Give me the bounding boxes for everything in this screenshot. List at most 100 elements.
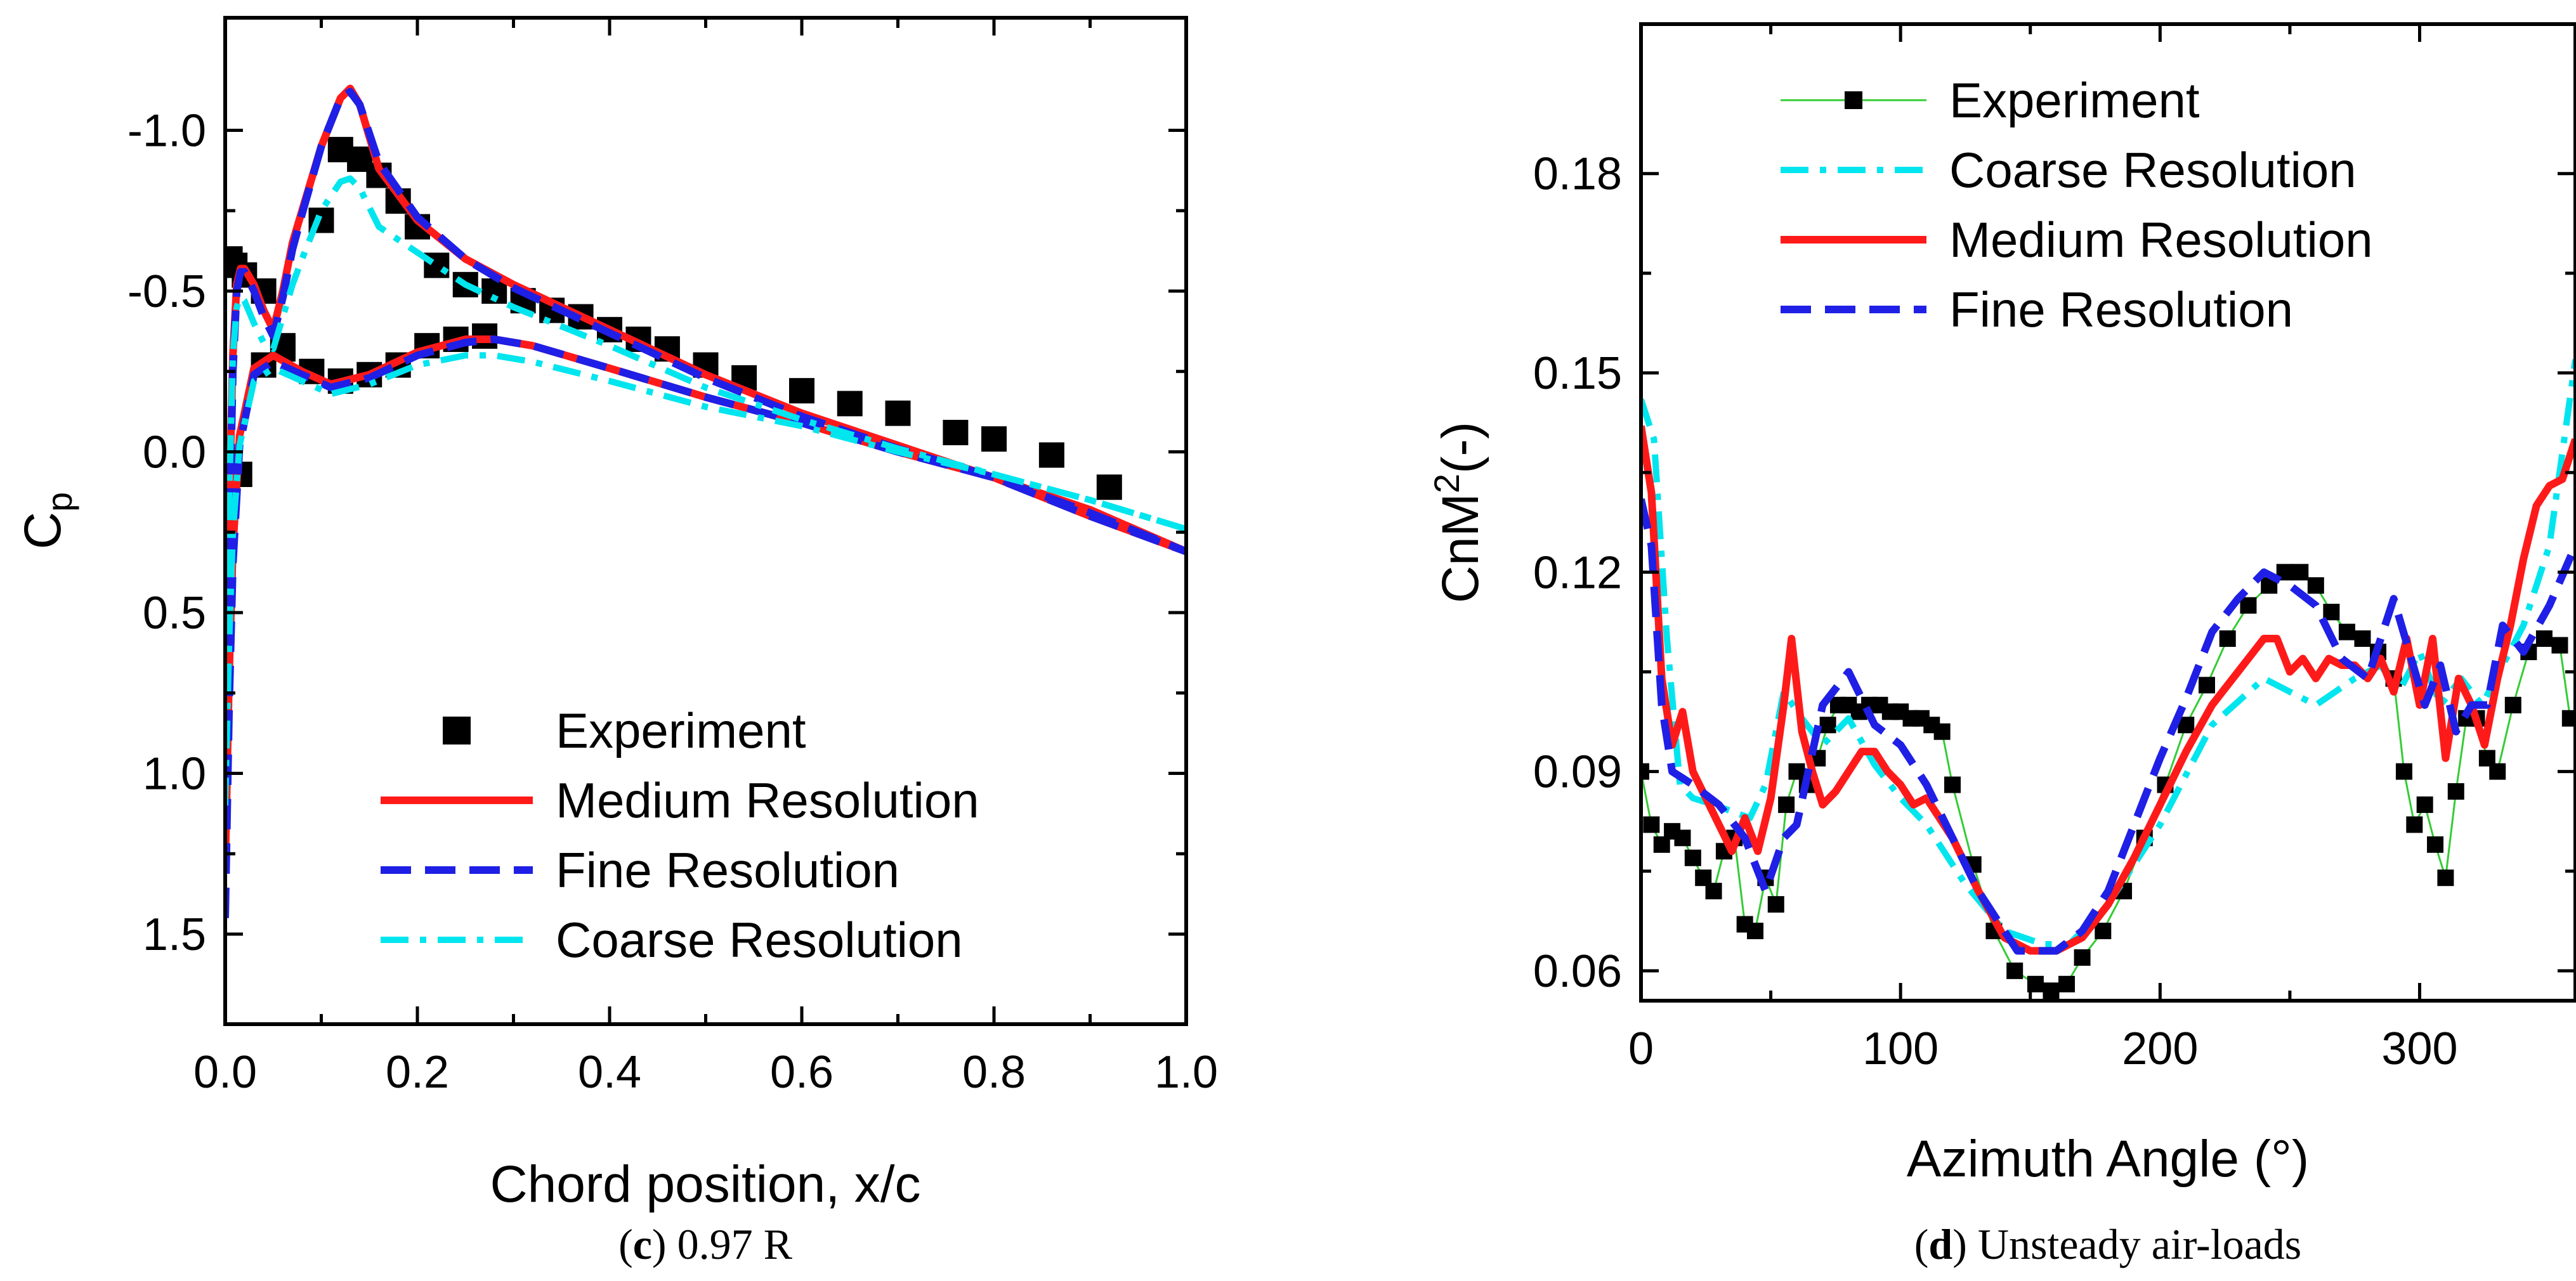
data-point	[1747, 923, 1764, 939]
data-point	[2489, 763, 2506, 780]
x-tick-label: 0	[1628, 1024, 1654, 1074]
y-axis-label-subscript: p	[39, 492, 79, 512]
chart-panel-unsteady-airloads: 0 100 200 300 0.06 0.09 0.12 0.15 0.18 Experimen…	[1427, 22, 2576, 1268]
data-point	[2395, 763, 2412, 780]
data-point	[2043, 982, 2060, 999]
data-point	[789, 378, 814, 404]
legend-item-experiment: Experiment	[1781, 72, 2200, 128]
data-point	[1684, 849, 1701, 866]
data-point	[2027, 975, 2044, 992]
series-line-coarse-resolution	[1641, 359, 2575, 947]
y-tick-label: 0.09	[1533, 747, 1622, 798]
legend-item-fine-resolution: Fine Resolution	[1781, 282, 2293, 337]
series-coarse-resolution	[1641, 359, 2575, 947]
panel-caption: (d) Unsteady air-loads	[1914, 1220, 2302, 1268]
data-point	[2437, 869, 2454, 887]
series-line-fine-resolution	[1641, 498, 2575, 955]
data-point	[2292, 564, 2309, 581]
data-point	[1778, 796, 1795, 813]
data-point	[2240, 597, 2257, 614]
y-axis-label: Cp	[14, 492, 79, 549]
plot-frame	[1639, 22, 2576, 1003]
panel-label: c	[633, 1220, 652, 1268]
x-tick-label: 0.4	[578, 1047, 641, 1098]
legend: Experiment Coarse Resolution Medium Resolu…	[1781, 72, 2373, 337]
y-tick-label: 0.0	[143, 427, 206, 478]
data-point	[2447, 783, 2464, 800]
legend-item-experiment: Experiment	[443, 703, 806, 758]
x-tick-label: 1.0	[1154, 1047, 1218, 1098]
data-point	[2058, 975, 2076, 992]
x-tick-label: 300	[2381, 1024, 2457, 1074]
data-point	[2338, 623, 2355, 640]
data-point	[2561, 710, 2575, 727]
y-tick-label: 1.5	[143, 909, 206, 960]
x-tick-label: 200	[2122, 1024, 2198, 1074]
data-point	[2219, 630, 2236, 647]
series-coarse-resolution	[225, 175, 1186, 806]
legend-label: Fine Resolution	[1949, 282, 2293, 337]
series-experiment	[225, 136, 1122, 500]
y-tick-label: 0.06	[1533, 946, 1622, 997]
legend-marker	[443, 717, 471, 745]
data-point	[943, 420, 969, 446]
y-axis-label: CnM2(-)	[1427, 422, 1489, 603]
y-tick-label: 0.12	[1533, 547, 1622, 598]
legend: Experiment Medium Resolution Fine Resoluti…	[381, 703, 979, 968]
data-point	[2074, 949, 2091, 966]
legend-item-medium-resolution: Medium Resolution	[1781, 212, 2373, 268]
legend-marker	[1845, 91, 1862, 109]
legend-item-fine-resolution: Fine Resolution	[381, 842, 899, 898]
legend-label: Coarse Resolution	[556, 912, 963, 968]
x-tick-label: 0.8	[962, 1047, 1026, 1098]
data-point	[2198, 677, 2215, 694]
y-tick-label: -1.0	[127, 105, 206, 156]
legend-label: Experiment	[1949, 72, 2200, 128]
data-point	[885, 400, 911, 426]
data-point	[1096, 474, 1122, 500]
data-point	[2551, 637, 2568, 654]
legend-label: Coarse Resolution	[1949, 142, 2357, 198]
data-point	[2427, 836, 2444, 853]
data-point	[1705, 883, 1722, 900]
legend-label: Medium Resolution	[1949, 212, 2373, 268]
data-point	[2416, 796, 2433, 813]
data-point	[837, 391, 863, 417]
legend-label: Experiment	[556, 703, 806, 758]
panel-label: d	[1928, 1220, 1952, 1268]
y-axis-label-suffix: (-)	[1432, 422, 1489, 474]
data-point	[2006, 962, 2024, 979]
y-tick-label: 0.15	[1533, 348, 1622, 399]
y-tick-label: 0.5	[143, 588, 206, 639]
panel-caption: (c) 0.97 R	[618, 1220, 793, 1268]
data-point	[1038, 442, 1064, 468]
x-tick-label: 0.2	[386, 1047, 449, 1098]
data-point	[1674, 829, 1691, 847]
data-point	[1767, 896, 1784, 913]
series-line-medium-resolution	[1641, 425, 2575, 955]
y-axis-label-superscript: 2	[1427, 474, 1467, 493]
chart-panel-cp-distribution: 0.0 0.2 0.4 0.6 0.8 1.0 -1.0 -0.5 0.0 0.5 1.0 1.5 E…	[14, 16, 1218, 1268]
data-point	[2095, 923, 2112, 939]
legend-item-medium-resolution: Medium Resolution	[381, 772, 979, 828]
x-axis-label: Azimuth Angle (°)	[1907, 1130, 2309, 1188]
data-point	[2504, 696, 2521, 713]
panel-caption-text: 0.97 R	[677, 1220, 793, 1268]
legend-item-coarse-resolution: Coarse Resolution	[1781, 142, 2357, 198]
legend-label: Fine Resolution	[556, 842, 899, 898]
data-point	[2535, 630, 2553, 647]
data-point	[2307, 577, 2324, 594]
data-point	[1819, 717, 1836, 734]
legend-item-coarse-resolution: Coarse Resolution	[381, 912, 963, 968]
x-tick-label: 0.0	[193, 1047, 257, 1098]
y-axis-label-main: CnM	[1432, 493, 1489, 603]
y-axis-label-main: C	[14, 512, 72, 549]
plot-frame	[223, 16, 1188, 1026]
y-tick-label: 1.0	[143, 749, 206, 800]
series-line-coarse-resolution	[225, 175, 1186, 806]
data-point	[1933, 723, 1951, 740]
panel-caption-text: Unsteady air-loads	[1978, 1220, 2301, 1268]
data-point	[2406, 816, 2423, 833]
